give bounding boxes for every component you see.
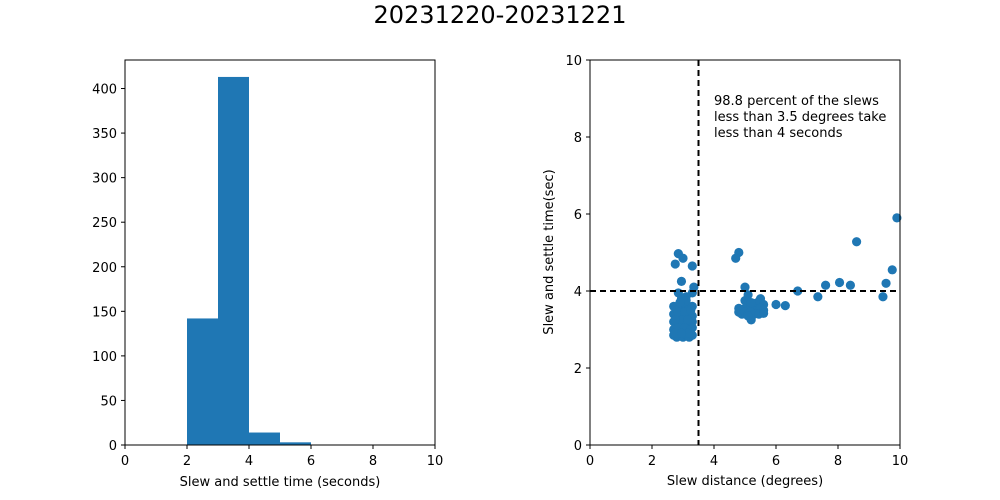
scatter-point (813, 292, 823, 302)
histogram-x-tick-label: 6 (307, 454, 315, 469)
scatter-point (845, 280, 856, 290)
scatter-y-tick-label: 8 (574, 131, 582, 146)
histogram-bar (280, 442, 311, 445)
scatter-chart: 0 2 4 6 8 10 0 2 4 6 8 10 98.8 percent of the slew… (542, 54, 908, 489)
histogram-x-tick-label: 8 (369, 454, 377, 469)
scatter-point (834, 277, 845, 288)
histogram-x-ticks: 0 2 4 6 8 10 (121, 445, 443, 469)
histogram-frame (124, 59, 436, 446)
scatter-annotation-line-2: less than 3.5 degrees take (714, 110, 886, 125)
scatter-point (743, 311, 753, 321)
histogram-y-tick-label: 250 (92, 216, 117, 231)
histogram-y-tick-label: 200 (92, 261, 117, 276)
scatter-y-ticks: 0 2 4 6 8 10 (565, 54, 590, 454)
scatter-point (821, 280, 831, 290)
scatter-point (852, 237, 862, 247)
scatter-point (676, 328, 687, 338)
scatter-point (746, 297, 756, 308)
scatter-point (670, 315, 680, 325)
scatter-x-tick-label: 6 (772, 454, 780, 469)
scatter-x-ticks: 0 2 4 6 8 10 (586, 445, 908, 469)
histogram-plot-area (125, 60, 435, 445)
histogram-y-ticks: 0 50 100 150 200 250 300 350 400 (92, 83, 125, 454)
scatter-point (678, 253, 688, 263)
histogram-x-tick-label: 2 (183, 454, 191, 469)
scatter-reference-lines (590, 60, 900, 445)
scatter-point (780, 301, 790, 311)
scatter-point (881, 278, 891, 288)
histogram-bar (187, 318, 218, 445)
histogram-x-tick-label: 10 (427, 454, 444, 469)
scatter-point (676, 276, 687, 286)
histogram-y-tick-label: 300 (92, 172, 117, 187)
scatter-annotation-line-3: less than 4 seconds (714, 126, 843, 141)
scatter-x-tick-label: 0 (586, 454, 594, 469)
scatter-x-axis-label: Slew distance (degrees) (667, 474, 823, 489)
scatter-point (887, 265, 897, 275)
histogram-y-tick-label: 400 (92, 83, 117, 98)
scatter-point (731, 253, 741, 263)
histogram-bars (187, 76, 311, 446)
scatter-annotation-line-1: 98.8 percent of the slews (714, 94, 879, 109)
scatter-point (740, 282, 750, 292)
scatter-point (687, 261, 697, 271)
histogram-y-tick-label: 100 (92, 350, 117, 365)
scatter-point (675, 297, 685, 308)
scatter-point (670, 259, 680, 269)
scatter-x-tick-label: 4 (710, 454, 718, 469)
histogram-x-tick-label: 0 (121, 454, 129, 469)
scatter-y-tick-label: 0 (574, 439, 582, 454)
histogram-y-tick-label: 0 (109, 439, 117, 454)
scatter-point (683, 315, 693, 325)
figure-title: 20231220-20231221 (373, 1, 627, 29)
scatter-x-tick-label: 8 (834, 454, 842, 469)
scatter-frame (589, 59, 901, 446)
histogram-y-tick-label: 150 (92, 305, 117, 320)
scatter-points (669, 213, 902, 342)
scatter-point (892, 213, 902, 223)
scatter-plot-area (590, 60, 900, 445)
scatter-point (878, 292, 888, 302)
histogram-x-axis-label: Slew and settle time (seconds) (180, 475, 381, 490)
histogram-chart: 0 2 4 6 8 10 0 50 100 150 200 250 300 350 400 Slew an… (92, 59, 443, 490)
scatter-point (793, 286, 803, 296)
histogram-bar (249, 432, 280, 445)
scatter-point (686, 305, 696, 315)
scatter-y-tick-label: 6 (574, 208, 582, 223)
scatter-point (771, 299, 781, 310)
scatter-x-tick-label: 10 (892, 454, 909, 469)
scatter-x-tick-label: 2 (648, 454, 656, 469)
scatter-y-tick-label: 10 (565, 54, 582, 69)
histogram-y-tick-label: 50 (100, 394, 117, 409)
scatter-y-axis-label: Slew and settle time(sec) (542, 169, 557, 334)
scatter-point (759, 308, 769, 318)
scatter-y-tick-label: 2 (574, 362, 582, 377)
histogram-bar (218, 76, 249, 446)
histogram-x-tick-label: 4 (245, 454, 253, 469)
histogram-y-tick-label: 350 (92, 127, 117, 142)
scatter-y-tick-label: 4 (574, 285, 582, 300)
